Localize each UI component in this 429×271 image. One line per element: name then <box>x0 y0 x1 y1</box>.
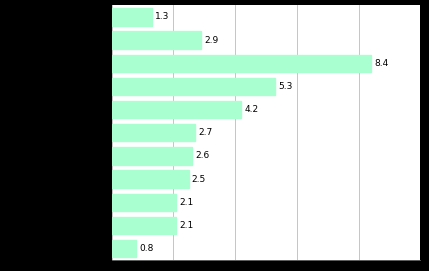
Bar <box>112 147 192 164</box>
Text: 2.7: 2.7 <box>198 128 212 137</box>
Text: 5.3: 5.3 <box>278 82 293 91</box>
Bar <box>112 31 201 49</box>
Text: 2.6: 2.6 <box>195 151 209 160</box>
Bar <box>112 55 371 72</box>
Text: 2.1: 2.1 <box>179 198 194 207</box>
Bar <box>112 193 176 211</box>
Text: 2.9: 2.9 <box>204 36 218 45</box>
Bar <box>112 217 176 234</box>
Bar <box>112 170 189 188</box>
Text: 4.2: 4.2 <box>245 105 259 114</box>
Bar <box>112 124 195 141</box>
Bar <box>112 78 275 95</box>
Bar <box>112 240 136 257</box>
Text: 0.8: 0.8 <box>139 244 154 253</box>
Text: 2.5: 2.5 <box>192 175 206 184</box>
Text: 2.1: 2.1 <box>179 221 194 230</box>
Bar <box>112 8 152 26</box>
Text: 8.4: 8.4 <box>374 59 388 68</box>
Bar <box>112 101 241 118</box>
Text: 1.3: 1.3 <box>155 12 169 21</box>
